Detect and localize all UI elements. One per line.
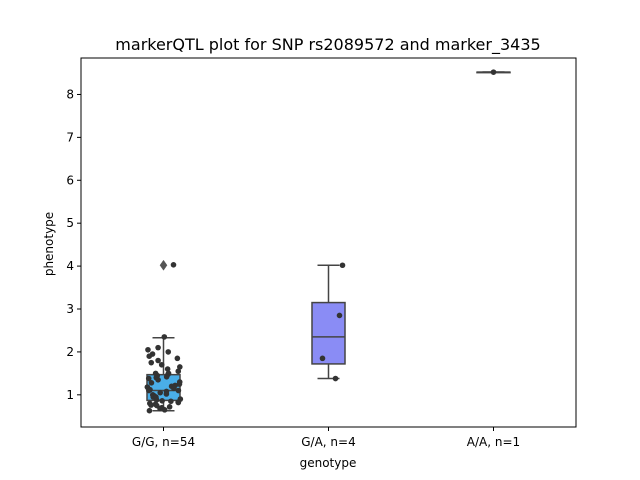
x-tick-label: G/G, n=54	[132, 435, 195, 449]
x-axis-label: genotype	[300, 456, 357, 470]
outlier-marker	[159, 259, 168, 271]
data-point	[176, 381, 183, 387]
data-point	[145, 375, 152, 382]
y-tick-label: 5	[66, 216, 74, 230]
y-tick-label: 7	[66, 130, 74, 144]
data-point	[148, 402, 154, 408]
data-point	[163, 391, 170, 397]
data-point	[153, 397, 160, 403]
y-tick-label: 2	[66, 345, 74, 359]
y-tick-label: 1	[66, 388, 74, 402]
data-point	[336, 312, 343, 319]
data-point	[490, 69, 497, 75]
data-point	[175, 368, 182, 375]
data-point	[148, 359, 155, 366]
chart-title: markerQTL plot for SNP rs2089572 and mar…	[115, 35, 540, 55]
data-point	[165, 349, 172, 355]
y-tick-label: 4	[66, 259, 74, 273]
data-point	[332, 375, 339, 382]
data-point	[171, 385, 177, 392]
data-point	[177, 364, 183, 370]
data-point	[164, 366, 171, 372]
data-point	[161, 407, 168, 413]
data-point	[163, 373, 170, 380]
data-point	[170, 262, 177, 268]
data-point	[146, 353, 153, 360]
data-point	[174, 355, 181, 362]
data-point	[155, 377, 161, 383]
data-point	[339, 262, 346, 269]
data-point	[168, 398, 174, 405]
data-point	[146, 407, 153, 414]
data-point	[145, 346, 151, 353]
data-point	[159, 398, 165, 404]
data-point	[166, 404, 173, 410]
y-tick-label: 3	[66, 302, 74, 316]
data-point	[161, 334, 168, 340]
data-point	[175, 399, 182, 406]
data-point	[175, 387, 182, 394]
data-point	[319, 355, 326, 362]
data-point	[157, 389, 164, 396]
y-axis-label: phenotype	[42, 212, 56, 276]
x-tick-label: G/A, n=4	[301, 435, 355, 449]
plot-area: 1 2 3 4 5 6 7 8 G/G, n=54 G/A, n=4 A/A, n=1	[66, 57, 577, 449]
data-point	[158, 361, 165, 368]
data-point	[157, 405, 163, 412]
data-point	[155, 357, 161, 364]
x-tick-label: A/A, n=1	[467, 435, 520, 449]
box-iqr	[311, 301, 346, 365]
y-tick-label: 6	[66, 173, 74, 187]
y-tick-label: 8	[66, 87, 74, 101]
data-point	[146, 387, 152, 394]
data-point	[155, 344, 161, 351]
data-point	[148, 380, 155, 386]
